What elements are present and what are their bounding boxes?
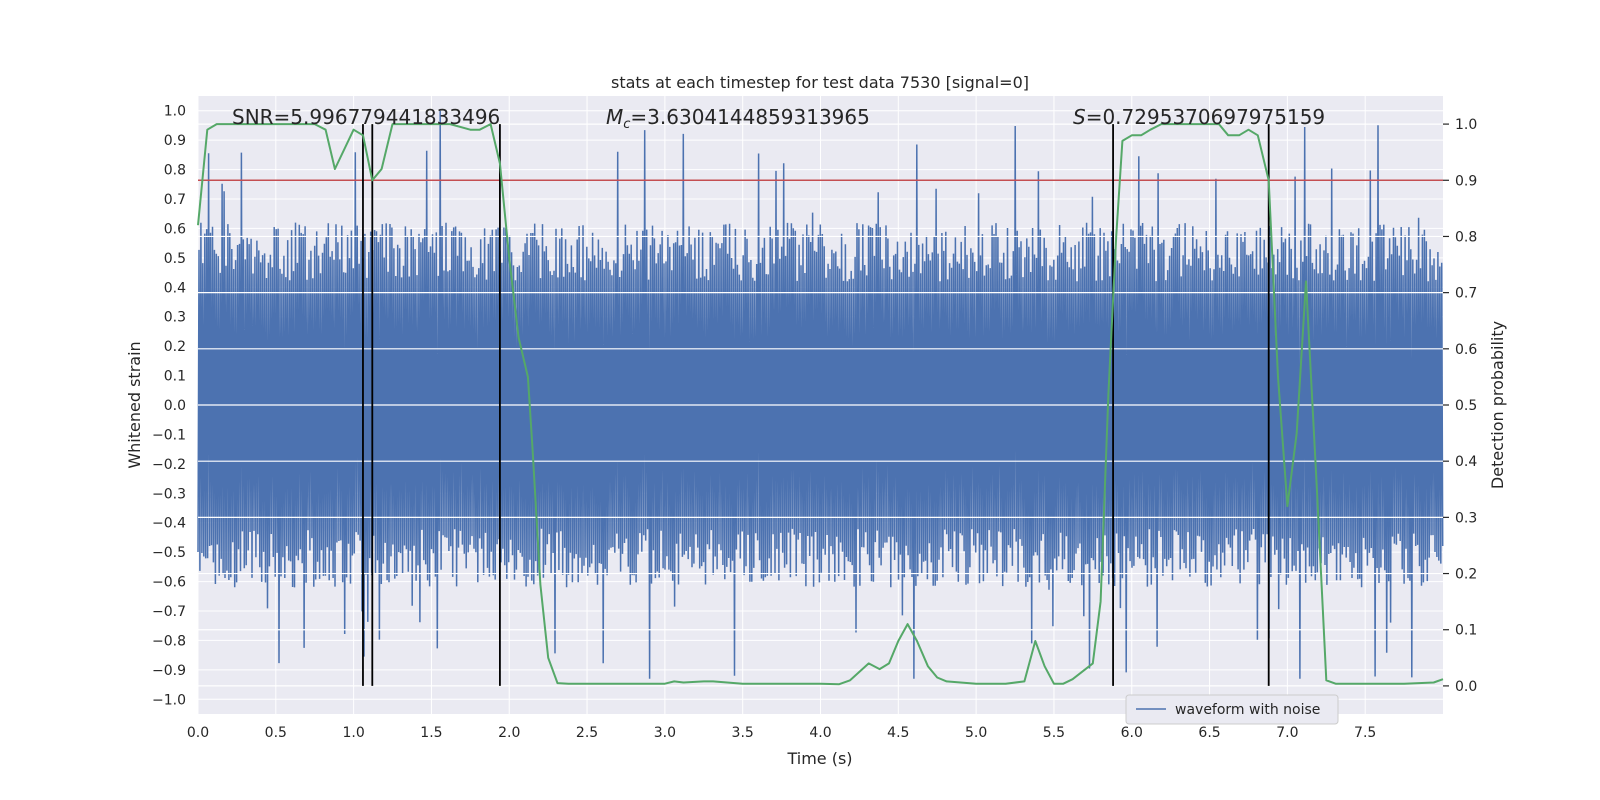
x-tick-label: 1.0: [342, 725, 364, 741]
y-tick-label-right: 0.8: [1455, 229, 1477, 245]
y-tick-label: −0.3: [152, 486, 186, 502]
y-tick-label-right: 0.4: [1455, 454, 1477, 470]
s-annotation: S=0.7295370697975159: [1073, 105, 1325, 129]
y-tick-label: 0.7: [164, 192, 186, 208]
probability-line: [197, 123, 1444, 686]
x-tick-label: 6.0: [1121, 725, 1143, 741]
y-ticks: 1.0 0.9 0.8 0.7 0.6 0.5 0.4 0.3 0.2 0.1 0.0 −0.1 −0.…: [152, 104, 186, 709]
y-tick-label-right: 1.0: [1455, 117, 1477, 133]
y-tick-label-right: 0.5: [1455, 398, 1477, 414]
y-ticks-right: 1.0 0.9 0.8 0.7 0.6 0.5 0.4 0.3 0.2 0.1 0.0: [1443, 117, 1477, 695]
x-tick-label: 5.5: [1043, 725, 1065, 741]
y-tick-label-right: 0.2: [1455, 567, 1477, 583]
mc-annotation: Mc=3.6304144859313965: [606, 105, 870, 132]
y-tick-label-right: 0.0: [1455, 679, 1477, 695]
y-tick-label: −0.2: [152, 457, 186, 473]
y-tick-label: −0.8: [152, 633, 186, 649]
y-tick-label: 0.3: [164, 310, 186, 326]
y-tick-label: −0.6: [152, 575, 186, 591]
legend-label: waveform with noise: [1175, 702, 1320, 718]
legend: waveform with noise: [1125, 694, 1339, 725]
y-tick-label: −0.4: [152, 516, 186, 532]
waveform-series: [197, 110, 1444, 679]
x-tick-label: 4.0: [809, 725, 831, 741]
x-tick-label: 4.5: [887, 725, 909, 741]
x-tick-label: 0.5: [265, 725, 287, 741]
y-tick-label: −0.1: [152, 427, 186, 443]
x-tick-label: 7.0: [1276, 725, 1298, 741]
x-tick-label: 5.0: [965, 725, 987, 741]
probability-series: [197, 123, 1444, 686]
x-tick-label: 2.5: [576, 725, 598, 741]
x-tick-label: 2.0: [498, 725, 520, 741]
y-axis-label: Whitened strain: [125, 341, 144, 468]
y-tick-label-right: 0.1: [1455, 623, 1477, 639]
x-ticks: 0.0 0.5 1.0 1.5 2.0 2.5 3.0 3.5 4.0 4.5 5.0 5.5 6.0 6…: [187, 725, 1376, 741]
x-axis-label: Time (s): [786, 749, 852, 768]
y-tick-label: −0.7: [152, 604, 186, 620]
y-tick-label: −0.9: [152, 663, 186, 679]
y-tick-label: 0.4: [164, 280, 186, 296]
y-tick-label-right: 0.6: [1455, 342, 1477, 358]
y-tick-label: 0.2: [164, 339, 186, 355]
x-tick-label: 7.5: [1354, 725, 1376, 741]
x-tick-label: 1.5: [420, 725, 442, 741]
snr-annotation: SNR=5.996779441833496: [232, 105, 500, 129]
x-tick-label: 6.5: [1198, 725, 1220, 741]
vertical-markers: [362, 124, 1270, 686]
y-tick-label-right: 0.3: [1455, 510, 1477, 526]
x-tick-label: 3.0: [654, 725, 676, 741]
y-tick-label: 0.0: [164, 398, 186, 414]
y-tick-label: 0.8: [164, 163, 186, 179]
x-tick-label: 0.0: [187, 725, 209, 741]
y-tick-label: −0.5: [152, 545, 186, 561]
y-axis-right-label: Detection probability: [1488, 321, 1507, 489]
y-tick-label: −1.0: [152, 692, 186, 708]
y-tick-label-right: 0.9: [1455, 173, 1477, 189]
legend-box: [1125, 694, 1339, 725]
y-tick-label: 0.1: [164, 369, 186, 385]
y-tick-label: 0.6: [164, 221, 186, 237]
y-tick-label: 0.5: [164, 251, 186, 267]
y-tick-label: 0.9: [164, 133, 186, 149]
y-tick-label: 1.0: [164, 104, 186, 120]
chart-title: stats at each timestep for test data 753…: [611, 73, 1029, 92]
x-tick-label: 3.5: [732, 725, 754, 741]
y-tick-label-right: 0.7: [1455, 286, 1477, 302]
waveform-line: [197, 110, 1444, 679]
